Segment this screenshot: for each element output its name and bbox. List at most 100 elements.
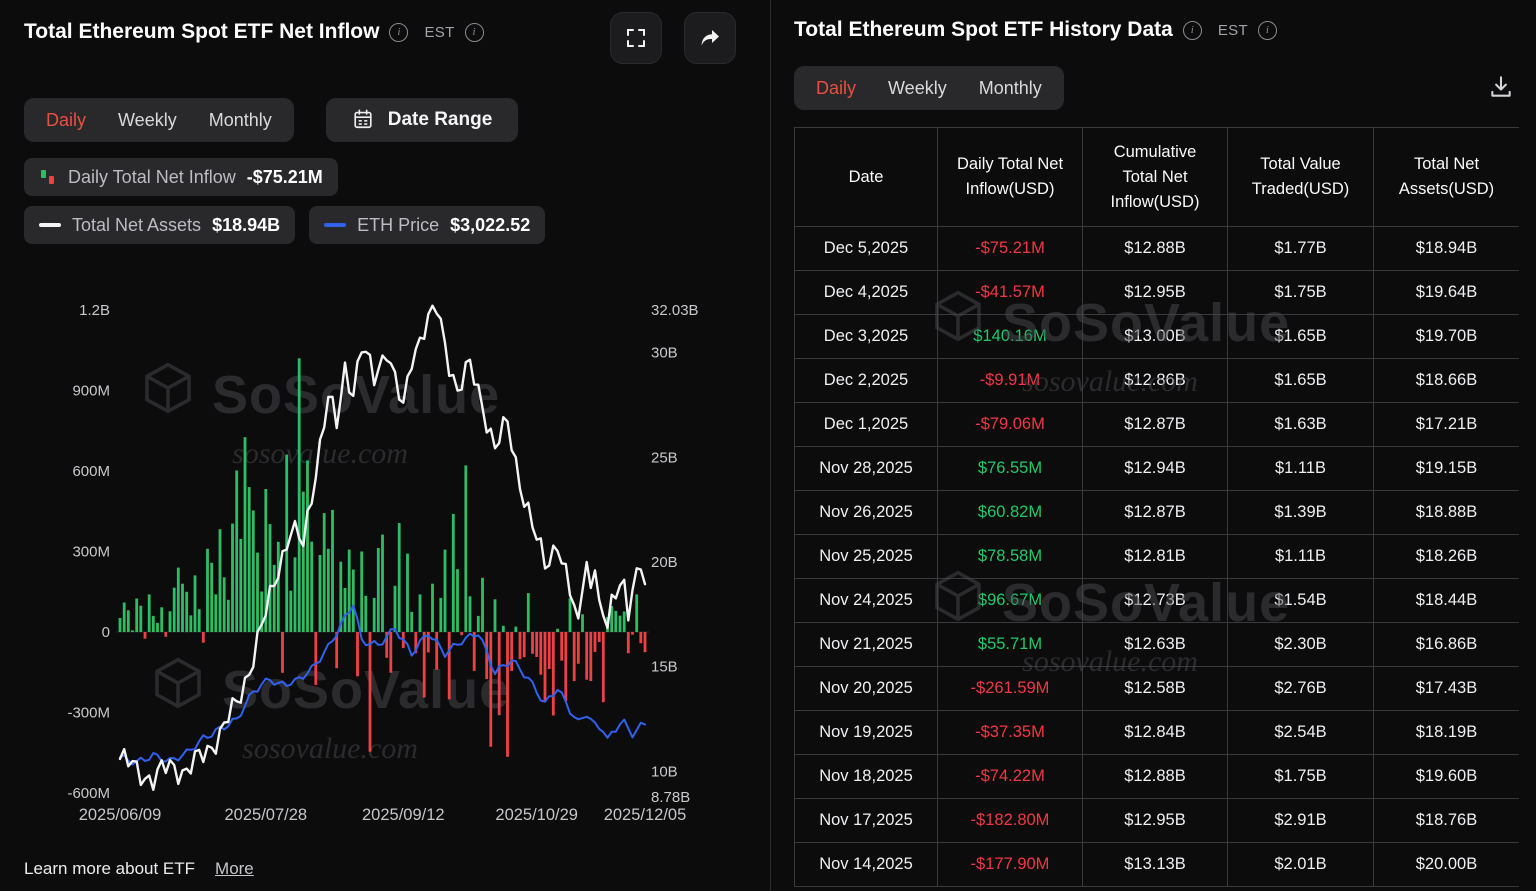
history-table-header-row: Date Daily Total Net Inflow(USD) Cumulativ… bbox=[794, 127, 1519, 228]
table-row: Nov 26,2025 $60.82M $12.87B $1.39B $18.88B bbox=[794, 490, 1519, 536]
date-range-button[interactable]: Date Range bbox=[325, 98, 519, 142]
cell-daily-inflow: $78.58M bbox=[937, 534, 1083, 580]
cell-cumulative-inflow: $13.00B bbox=[1082, 314, 1228, 360]
cell-value-traded: $1.39B bbox=[1227, 490, 1374, 536]
right-axis-tick: 20B bbox=[651, 554, 678, 571]
cell-daily-inflow: -$9.91M bbox=[937, 358, 1083, 404]
cell-value-traded: $2.54B bbox=[1227, 710, 1374, 756]
cell-date: Nov 28,2025 bbox=[794, 446, 938, 492]
cell-value-traded: $1.77B bbox=[1227, 226, 1374, 272]
cell-value-traded: $2.01B bbox=[1227, 842, 1374, 888]
cell-date: Nov 19,2025 bbox=[794, 710, 938, 756]
legend-label: Daily Total Net Inflow bbox=[68, 166, 236, 187]
fullscreen-button[interactable] bbox=[610, 12, 662, 64]
chart-toolbar bbox=[610, 12, 736, 64]
legend-eth-price[interactable]: ETH Price $3,022.52 bbox=[309, 206, 546, 244]
right-axis-tick: 10B bbox=[651, 763, 678, 780]
cell-value-traded: $1.11B bbox=[1227, 534, 1374, 580]
tab-weekly[interactable]: Weekly bbox=[102, 98, 193, 142]
cell-cumulative-inflow: $12.95B bbox=[1082, 270, 1228, 316]
cell-date: Dec 2,2025 bbox=[794, 358, 938, 404]
right-axis-tick: 25B bbox=[651, 449, 678, 466]
cell-daily-inflow: -$41.57M bbox=[937, 270, 1083, 316]
download-button[interactable] bbox=[1484, 70, 1518, 107]
tab-monthly[interactable]: Monthly bbox=[963, 66, 1058, 110]
right-axis-tick: 8.78B bbox=[651, 789, 690, 806]
cell-daily-inflow: $140.16M bbox=[937, 314, 1083, 360]
left-axis-tick: 0 bbox=[102, 624, 110, 641]
more-link[interactable]: More bbox=[215, 859, 254, 878]
cell-net-assets: $17.43B bbox=[1373, 666, 1519, 712]
right-axis-tick: 30B bbox=[651, 345, 678, 362]
table-row: Nov 28,2025 $76.55M $12.94B $1.11B $19.15B bbox=[794, 446, 1519, 492]
cell-cumulative-inflow: $12.63B bbox=[1082, 622, 1228, 668]
tab-daily[interactable]: Daily bbox=[800, 66, 872, 110]
x-axis-tick: 2025/07/28 bbox=[225, 806, 308, 824]
legend-total-net-assets[interactable]: Total Net Assets $18.94B bbox=[24, 206, 296, 244]
left-panel-footer: Learn more about ETF More bbox=[24, 859, 254, 879]
legend-daily-net-inflow[interactable]: Daily Total Net Inflow -$75.21M bbox=[24, 158, 338, 196]
tab-monthly[interactable]: Monthly bbox=[193, 98, 288, 142]
table-row: Nov 17,2025 -$182.80M $12.95B $2.91B $18.76B bbox=[794, 798, 1519, 844]
cell-daily-inflow: -$261.59M bbox=[937, 666, 1083, 712]
cell-value-traded: $1.65B bbox=[1227, 358, 1374, 404]
legend-value: -$75.21M bbox=[246, 166, 323, 187]
table-row: Nov 18,2025 -$74.22M $12.88B $1.75B $19.60B bbox=[794, 754, 1519, 800]
cell-cumulative-inflow: $12.73B bbox=[1082, 578, 1228, 624]
inflow-bars-icon bbox=[39, 168, 57, 186]
cell-cumulative-inflow: $13.13B bbox=[1082, 842, 1228, 888]
x-axis-tick: 2025/12/05 bbox=[604, 806, 687, 824]
cell-net-assets: $19.64B bbox=[1373, 270, 1519, 316]
tab-weekly[interactable]: Weekly bbox=[872, 66, 963, 110]
cell-date: Nov 21,2025 bbox=[794, 622, 938, 668]
table-row: Dec 2,2025 -$9.91M $12.86B $1.65B $18.66B bbox=[794, 358, 1519, 404]
legend-label: Total Net Assets bbox=[72, 214, 202, 235]
cell-value-traded: $1.54B bbox=[1227, 578, 1374, 624]
left-axis-tick: 600M bbox=[72, 463, 110, 480]
table-row: Dec 3,2025 $140.16M $13.00B $1.65B $19.70B bbox=[794, 314, 1519, 360]
cell-net-assets: $18.44B bbox=[1373, 578, 1519, 624]
table-row: Nov 24,2025 $96.67M $12.73B $1.54B $18.44B bbox=[794, 578, 1519, 624]
assets-line-icon bbox=[39, 223, 61, 227]
legend-row-2: Total Net Assets $18.94B ETH Price $3,02… bbox=[24, 206, 546, 244]
history-title: Total Ethereum Spot ETF History Data bbox=[794, 18, 1173, 41]
info-icon[interactable]: i bbox=[464, 22, 484, 42]
cell-net-assets: $18.66B bbox=[1373, 358, 1519, 404]
right-panel-header: Total Ethereum Spot ETF History Data i E… bbox=[794, 18, 1277, 42]
cell-cumulative-inflow: $12.84B bbox=[1082, 710, 1228, 756]
info-icon[interactable]: i bbox=[1257, 20, 1277, 40]
info-icon[interactable]: i bbox=[389, 22, 409, 42]
cell-daily-inflow: -$79.06M bbox=[937, 402, 1083, 448]
info-icon[interactable]: i bbox=[1182, 20, 1202, 40]
cell-net-assets: $18.88B bbox=[1373, 490, 1519, 536]
left-axis-tick: -300M bbox=[67, 705, 110, 722]
etf-chart-svg[interactable]: 1.2B 900M 600M 300M 0 -300M -600M 32.03B 30B 25B 2… bbox=[0, 280, 770, 850]
history-table: Date Daily Total Net Inflow(USD) Cumulativ… bbox=[794, 127, 1519, 888]
right-axis-tick: 15B bbox=[651, 659, 678, 676]
table-row: Nov 14,2025 -$177.90M $13.13B $2.01B $20.00B bbox=[794, 842, 1519, 888]
tab-daily[interactable]: Daily bbox=[30, 98, 102, 142]
cell-cumulative-inflow: $12.88B bbox=[1082, 226, 1228, 272]
legend-label: ETH Price bbox=[357, 214, 440, 235]
history-table-scroll[interactable]: Date Daily Total Net Inflow(USD) Cumulativ… bbox=[794, 127, 1519, 891]
table-row: Nov 19,2025 -$37.35M $12.84B $2.54B $18.19B bbox=[794, 710, 1519, 756]
cell-value-traded: $2.76B bbox=[1227, 666, 1374, 712]
cell-net-assets: $20.00B bbox=[1373, 842, 1519, 888]
net-inflow-chart-panel: SoSoValue sosovalue.com SoSoValue sosova… bbox=[0, 0, 771, 891]
x-axis-tick: 2025/06/09 bbox=[79, 806, 162, 824]
column-header: Date bbox=[794, 127, 938, 228]
cell-daily-inflow: $55.71M bbox=[937, 622, 1083, 668]
x-axis-tick: 2025/09/12 bbox=[362, 806, 445, 824]
cell-cumulative-inflow: $12.95B bbox=[1082, 798, 1228, 844]
cell-cumulative-inflow: $12.94B bbox=[1082, 446, 1228, 492]
cell-value-traded: $1.75B bbox=[1227, 270, 1374, 316]
cell-net-assets: $18.26B bbox=[1373, 534, 1519, 580]
timezone-label: EST bbox=[424, 23, 455, 41]
cell-cumulative-inflow: $12.88B bbox=[1082, 754, 1228, 800]
cell-value-traded: $1.65B bbox=[1227, 314, 1374, 360]
download-icon bbox=[1488, 75, 1514, 103]
period-tabs: Daily Weekly Monthly bbox=[24, 98, 294, 142]
share-button[interactable] bbox=[684, 12, 736, 64]
cell-daily-inflow: $60.82M bbox=[937, 490, 1083, 536]
etf-net-inflow-chart[interactable]: 1.2B 900M 600M 300M 0 -300M -600M 32.03B 30B 25B 2… bbox=[0, 280, 770, 850]
